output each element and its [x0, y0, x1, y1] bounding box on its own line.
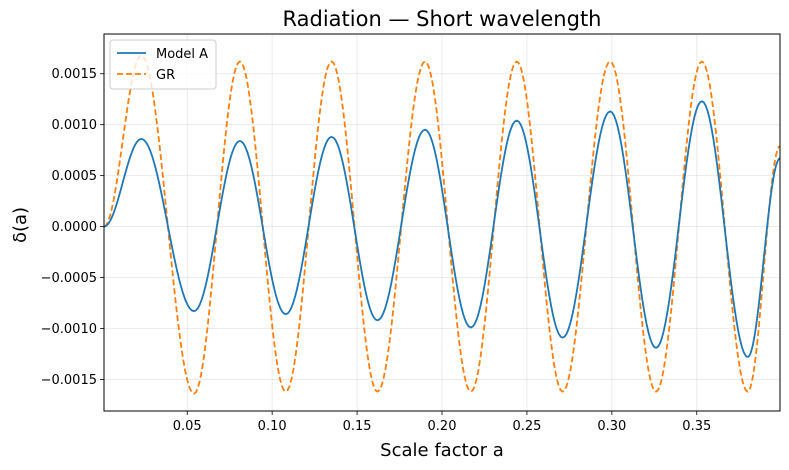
y-tick-label: −0.0005 [41, 271, 97, 286]
x-tick-label: 0.25 [512, 419, 541, 434]
y-tick-label: −0.0010 [41, 322, 97, 337]
x-tick-label: 0.20 [428, 419, 457, 434]
series-line-model-a [104, 100, 780, 359]
chart-title: Radiation — Short wavelength [283, 7, 602, 31]
x-tick-label: 0.15 [343, 419, 372, 434]
legend-label-gr: GR [156, 68, 175, 83]
y-tick-label: 0.0005 [52, 169, 98, 184]
grid [104, 34, 780, 411]
legend: Model A GR [109, 39, 217, 90]
y-tick-label: 0.0015 [52, 67, 98, 82]
y-axis-ticks: −0.0015 −0.0010 −0.0005 0.0000 0.0005 0.0010 0… [41, 67, 104, 388]
x-tick-label: 0.35 [682, 419, 711, 434]
x-axis-ticks: 0.05 0.10 0.15 0.20 0.25 0.30 0.35 [173, 411, 711, 434]
legend-label-model-a: Model A [156, 47, 208, 62]
x-tick-label: 0.10 [258, 419, 287, 434]
y-tick-label: 0.0000 [52, 220, 98, 235]
series-layer [104, 54, 780, 395]
y-axis-label: δ(a) [10, 207, 31, 243]
y-tick-label: 0.0010 [52, 118, 98, 133]
y-tick-label: −0.0015 [41, 373, 97, 388]
x-axis-label: Scale factor a [380, 440, 504, 461]
x-tick-label: 0.05 [173, 419, 202, 434]
x-tick-label: 0.30 [597, 419, 626, 434]
